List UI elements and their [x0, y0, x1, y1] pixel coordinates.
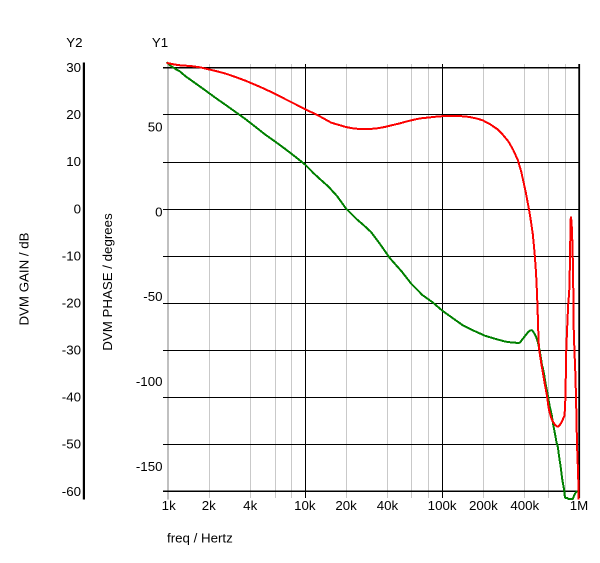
svg-text:DVM GAIN / dB: DVM GAIN / dB — [17, 232, 32, 325]
svg-text:10k: 10k — [294, 498, 316, 513]
svg-text:-60: -60 — [62, 484, 81, 499]
svg-text:freq / Hertz: freq / Hertz — [167, 530, 233, 545]
svg-text:10: 10 — [66, 154, 81, 169]
svg-text:2k: 2k — [202, 498, 216, 513]
svg-text:200k: 200k — [469, 498, 498, 513]
svg-text:Y2: Y2 — [66, 35, 82, 50]
svg-text:30: 30 — [66, 60, 81, 75]
svg-text:-20: -20 — [62, 295, 81, 310]
svg-text:DVM PHASE / degrees: DVM PHASE / degrees — [100, 213, 115, 351]
svg-text:-10: -10 — [62, 248, 81, 263]
svg-text:-150: -150 — [136, 459, 163, 474]
svg-text:-30: -30 — [62, 343, 81, 358]
svg-text:50: 50 — [148, 120, 163, 135]
svg-text:20k: 20k — [335, 498, 357, 513]
svg-text:1M: 1M — [570, 498, 588, 513]
svg-text:40k: 40k — [377, 498, 399, 513]
svg-text:Y1: Y1 — [152, 35, 168, 50]
svg-text:0: 0 — [155, 205, 162, 220]
svg-text:-40: -40 — [62, 390, 81, 405]
svg-text:-50: -50 — [62, 437, 81, 452]
svg-text:400k: 400k — [510, 498, 539, 513]
svg-text:20: 20 — [66, 107, 81, 122]
svg-text:100k: 100k — [428, 498, 457, 513]
svg-text:-50: -50 — [143, 289, 162, 304]
svg-text:1k: 1k — [162, 498, 176, 513]
svg-text:-100: -100 — [136, 374, 163, 389]
svg-text:0: 0 — [74, 201, 81, 216]
svg-text:4k: 4k — [243, 498, 257, 513]
